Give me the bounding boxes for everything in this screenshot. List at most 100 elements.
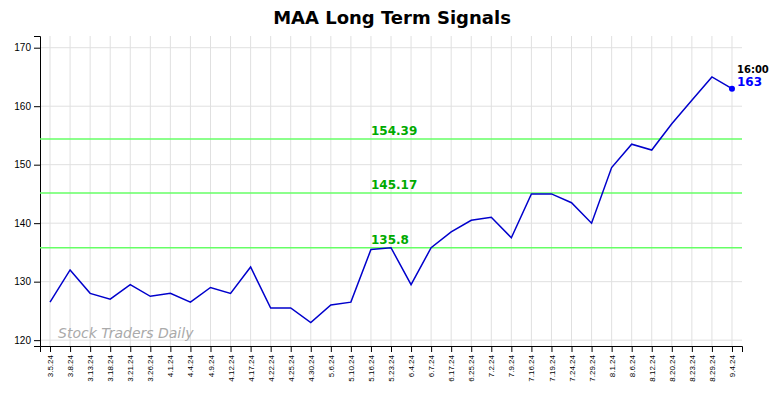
tick: 3.8.24	[66, 346, 75, 377]
tick: 3.26.24	[146, 346, 155, 382]
tick: 170	[14, 42, 40, 53]
tick-label: 3.21.24	[126, 354, 135, 381]
grid-line	[511, 36, 512, 346]
tick: 7.2.24	[487, 346, 496, 377]
tick-mark	[371, 346, 372, 352]
grid-line	[70, 36, 71, 346]
title: MAA Long Term Signals	[273, 7, 511, 28]
reference-label: 154.39	[371, 124, 417, 138]
tick-mark	[612, 346, 613, 352]
axis-line	[34, 37, 41, 347]
tick-label: 4.9.24	[207, 354, 216, 377]
grid-line	[50, 36, 51, 346]
tick: 7.19.24	[548, 346, 557, 382]
tick: 3.18.24	[106, 346, 115, 382]
tick-mark	[551, 346, 552, 352]
tick: 160	[14, 101, 40, 112]
tick-label: 3.13.24	[86, 354, 95, 381]
tick-label: 4.22.24	[267, 354, 276, 381]
reference-label: 145.17	[371, 178, 417, 192]
tick-label: 4.1.24	[166, 354, 175, 377]
tick-label: 4.4.24	[186, 354, 195, 377]
grid-line	[250, 36, 251, 346]
tick-mark	[34, 223, 40, 224]
tick-label: 4.25.24	[287, 354, 296, 381]
tick-mark	[34, 165, 40, 166]
grid-line	[611, 36, 612, 346]
tick: 5.10.24	[347, 346, 356, 382]
tick: 7.16.24	[527, 346, 536, 382]
tick-mark	[431, 346, 432, 352]
tick-label: 4.12.24	[227, 354, 236, 381]
marks	[40, 77, 742, 323]
tick-mark	[291, 346, 292, 352]
grid-line	[711, 36, 712, 346]
tick-label: 6.25.24	[467, 354, 476, 381]
tick-label: 170	[14, 42, 31, 53]
tick-label: 8.20.24	[668, 354, 677, 381]
grid-line	[451, 36, 452, 346]
tick-label: 3.26.24	[146, 354, 155, 381]
tick-mark	[592, 346, 593, 352]
tick: 140	[14, 218, 40, 229]
tick: 8.1.24	[608, 346, 617, 377]
tick-mark	[70, 346, 71, 352]
grid-line	[330, 36, 331, 346]
tick: 8.23.24	[688, 346, 697, 382]
x-axis: 3.5.24 3.8.24 3.13.24 3.18.24 3.21.24 3.26.24…	[41, 346, 743, 382]
tick: 8.20.24	[668, 346, 677, 382]
grid-line	[571, 36, 572, 346]
tick: 4.4.24	[186, 346, 195, 377]
end-time-label: 16:00	[737, 64, 769, 75]
end-price-label: 163	[737, 75, 762, 89]
tick-label: 7.24.24	[568, 354, 577, 381]
grid-line	[691, 36, 692, 346]
tick-label: 4.17.24	[247, 354, 256, 381]
tick: 3.5.24	[46, 346, 55, 377]
grid-line	[671, 36, 672, 346]
tick-mark	[150, 346, 151, 352]
tick-label: 8.12.24	[648, 354, 657, 381]
tick-mark	[170, 346, 171, 352]
tick-label: 4.30.24	[307, 354, 316, 381]
tick-mark	[34, 340, 40, 341]
tick-label: 160	[14, 101, 31, 112]
tick: 6.25.24	[467, 346, 476, 382]
tick-label: 8.29.24	[708, 354, 717, 381]
tick-label: 130	[14, 276, 31, 287]
tick-mark	[50, 346, 51, 352]
tick-mark	[511, 346, 512, 352]
tick: 4.12.24	[227, 346, 236, 382]
tick-label: 7.2.24	[487, 354, 496, 377]
tick-mark	[572, 346, 573, 352]
grid-line	[210, 36, 211, 346]
tick: 7.29.24	[588, 346, 597, 382]
tick-mark	[692, 346, 693, 352]
tick-mark	[391, 346, 392, 352]
tick-mark	[351, 346, 352, 352]
tick-mark	[34, 48, 40, 49]
watermark: Stock Traders Daily	[58, 325, 194, 341]
grid-line	[631, 36, 632, 346]
tick-mark	[331, 346, 332, 352]
tick: 4.30.24	[307, 346, 316, 382]
grid-line	[491, 36, 492, 346]
tick-label: 140	[14, 218, 31, 229]
axis-line	[41, 347, 743, 353]
tick-label: 3.5.24	[46, 354, 55, 377]
grid-line	[270, 36, 271, 346]
tick-mark	[34, 106, 40, 107]
tick-label: 7.29.24	[588, 354, 597, 381]
tick: 6.17.24	[447, 346, 456, 382]
tick-mark	[190, 346, 191, 352]
tick: 120	[14, 335, 40, 346]
tick: 3.21.24	[126, 346, 135, 382]
tick-mark	[531, 346, 532, 352]
tick: 6.4.24	[407, 346, 416, 377]
grid-line	[130, 36, 131, 346]
tick-mark	[632, 346, 633, 352]
tick-label: 7.16.24	[527, 354, 536, 381]
tick-mark	[712, 346, 713, 352]
tick-mark	[732, 346, 733, 352]
grid-line	[290, 36, 291, 346]
